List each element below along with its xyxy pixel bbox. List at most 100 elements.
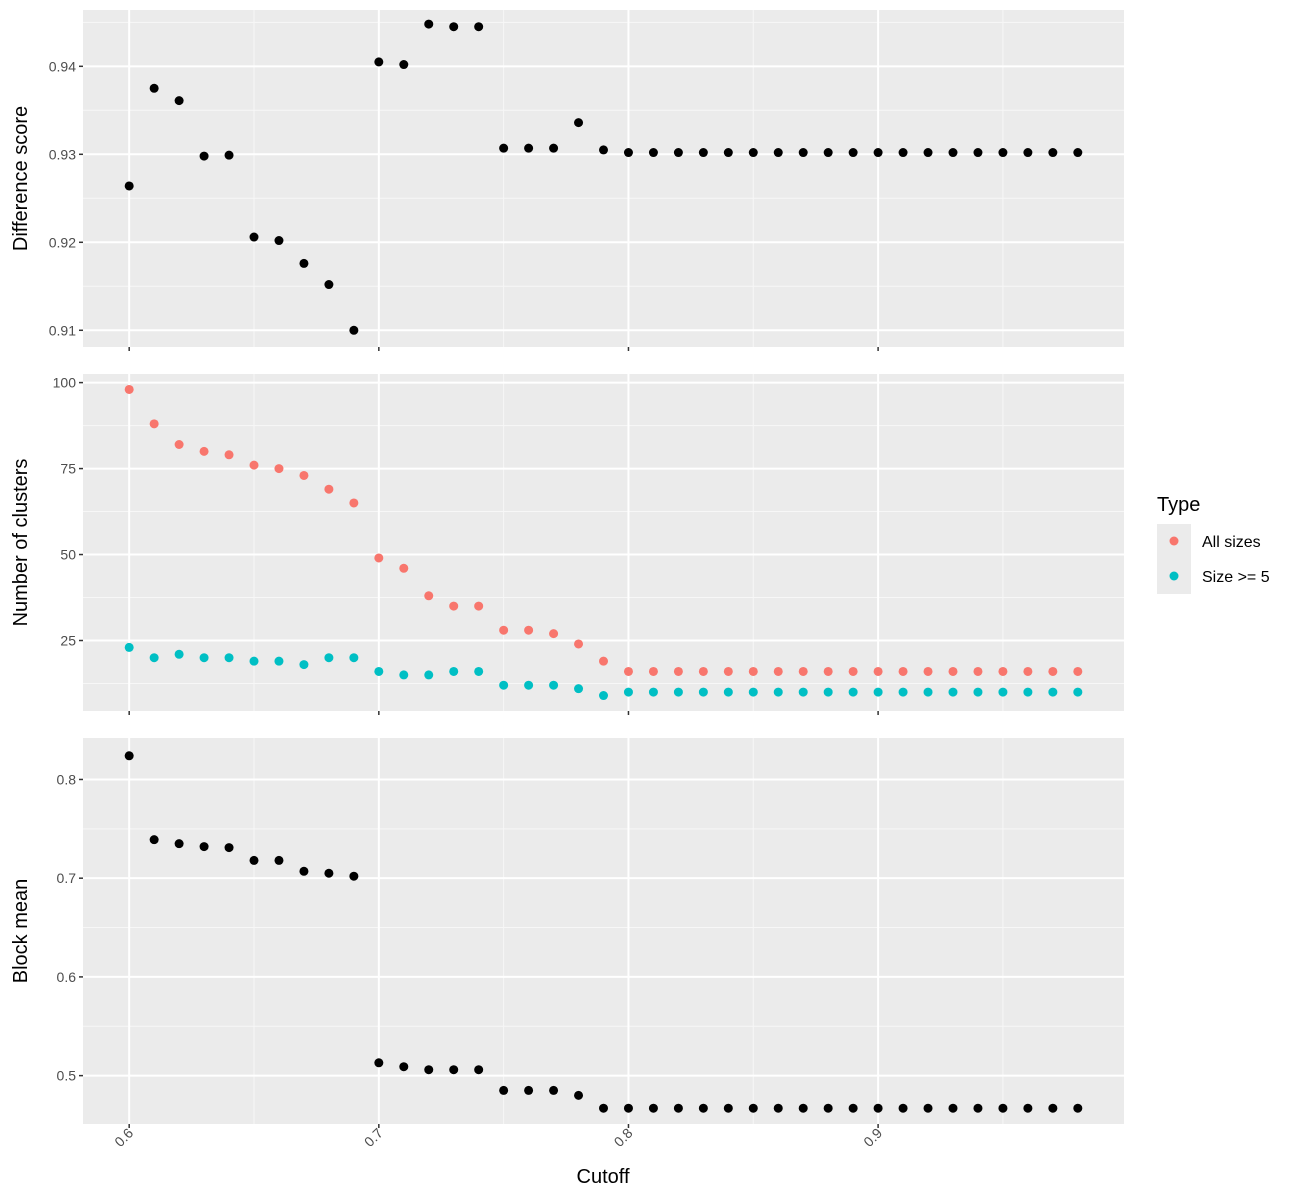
data-point: [848, 148, 858, 158]
data-point: [998, 1103, 1008, 1113]
data-point: [973, 687, 983, 697]
panel-block: 0.5 0.6 0.7 0.8 Block mean: [10, 738, 1124, 1128]
data-point: [1048, 666, 1058, 676]
data-point: [823, 666, 833, 676]
data-point: [324, 653, 334, 663]
data-point: [224, 843, 234, 853]
data-point: [149, 653, 159, 663]
data-point: [723, 1103, 733, 1113]
data-point: [549, 629, 559, 639]
data-point: [1048, 1103, 1058, 1113]
data-point: [524, 143, 534, 153]
y-tick-label: 0.7: [57, 870, 77, 886]
data-point: [773, 687, 783, 697]
data-point: [599, 691, 608, 701]
data-point: [274, 236, 284, 246]
x-tick-label: 0.9: [860, 1125, 885, 1150]
data-point: [1073, 1103, 1083, 1113]
data-point: [873, 1103, 883, 1113]
y-tick-label: 0.6: [57, 969, 77, 985]
y-tick-label: 50: [60, 547, 76, 563]
data-point: [424, 19, 434, 29]
data-point: [773, 148, 783, 158]
data-point: [574, 684, 584, 694]
data-point: [848, 687, 858, 697]
data-point: [499, 680, 509, 690]
data-point: [798, 687, 808, 697]
data-point: [299, 866, 309, 876]
data-point: [673, 687, 683, 697]
y-tick-label: 75: [60, 461, 76, 477]
data-point: [249, 460, 259, 470]
data-point: [249, 855, 259, 865]
data-point: [324, 868, 334, 878]
data-point: [399, 1062, 409, 1072]
data-point: [648, 666, 658, 676]
data-point: [474, 22, 484, 32]
data-point: [224, 450, 234, 460]
data-point: [698, 148, 708, 158]
data-point: [1023, 687, 1033, 697]
data-point: [174, 839, 184, 849]
data-point: [1048, 148, 1058, 158]
data-point: [873, 148, 883, 158]
data-point: [374, 1058, 384, 1068]
data-point: [524, 625, 534, 635]
data-point: [1048, 687, 1058, 697]
data-point: [274, 656, 284, 666]
data-point: [873, 666, 883, 676]
data-point: [524, 1085, 534, 1095]
panel-clusters: 25 50 75 100 Number of clusters: [10, 374, 1124, 715]
data-point: [923, 1103, 933, 1113]
data-point: [499, 1085, 509, 1095]
data-point: [823, 687, 833, 697]
data-point: [1023, 148, 1033, 158]
data-point: [898, 1103, 908, 1113]
data-point: [449, 1065, 459, 1075]
data-point: [848, 666, 858, 676]
panel-background: [83, 738, 1124, 1124]
data-point: [648, 148, 658, 158]
data-point: [474, 666, 484, 676]
data-point: [199, 653, 209, 663]
data-point: [549, 1085, 559, 1095]
data-point: [948, 148, 958, 158]
data-point: [673, 666, 683, 676]
data-point: [549, 143, 559, 153]
data-point: [299, 258, 309, 268]
data-point: [149, 835, 159, 845]
data-point: [698, 666, 708, 676]
y-axis-label: Number of clusters: [10, 459, 32, 627]
data-point: [748, 1103, 758, 1113]
data-point: [399, 670, 409, 680]
data-point: [524, 680, 534, 690]
y-axis-label: Difference score: [10, 106, 32, 251]
panel-difference: 0.91 0.92 0.93 0.94 Difference score: [10, 10, 1124, 351]
data-point: [1073, 687, 1083, 697]
data-point: [923, 148, 933, 158]
x-tick-label: 0.8: [611, 1125, 636, 1150]
x-axis-label: Cutoff: [577, 1166, 630, 1188]
data-point: [1023, 666, 1033, 676]
data-point: [349, 498, 359, 508]
data-point: [449, 666, 459, 676]
data-point: [923, 687, 933, 697]
data-point: [948, 1103, 958, 1113]
data-point: [748, 148, 758, 158]
data-point: [673, 148, 683, 158]
data-point: [623, 148, 633, 158]
data-point: [599, 656, 608, 666]
data-point: [574, 639, 584, 649]
data-point: [623, 666, 633, 676]
legend-label-all-sizes: All sizes: [1202, 534, 1261, 551]
data-point: [798, 666, 808, 676]
y-tick-label: 0.8: [57, 771, 77, 787]
data-point: [823, 148, 833, 158]
y-tick-label: 25: [60, 633, 76, 649]
data-point: [124, 642, 134, 652]
data-point: [474, 601, 484, 611]
data-point: [898, 687, 908, 697]
data-point: [174, 96, 184, 106]
legend-title: Type: [1157, 494, 1200, 516]
data-point: [998, 666, 1008, 676]
